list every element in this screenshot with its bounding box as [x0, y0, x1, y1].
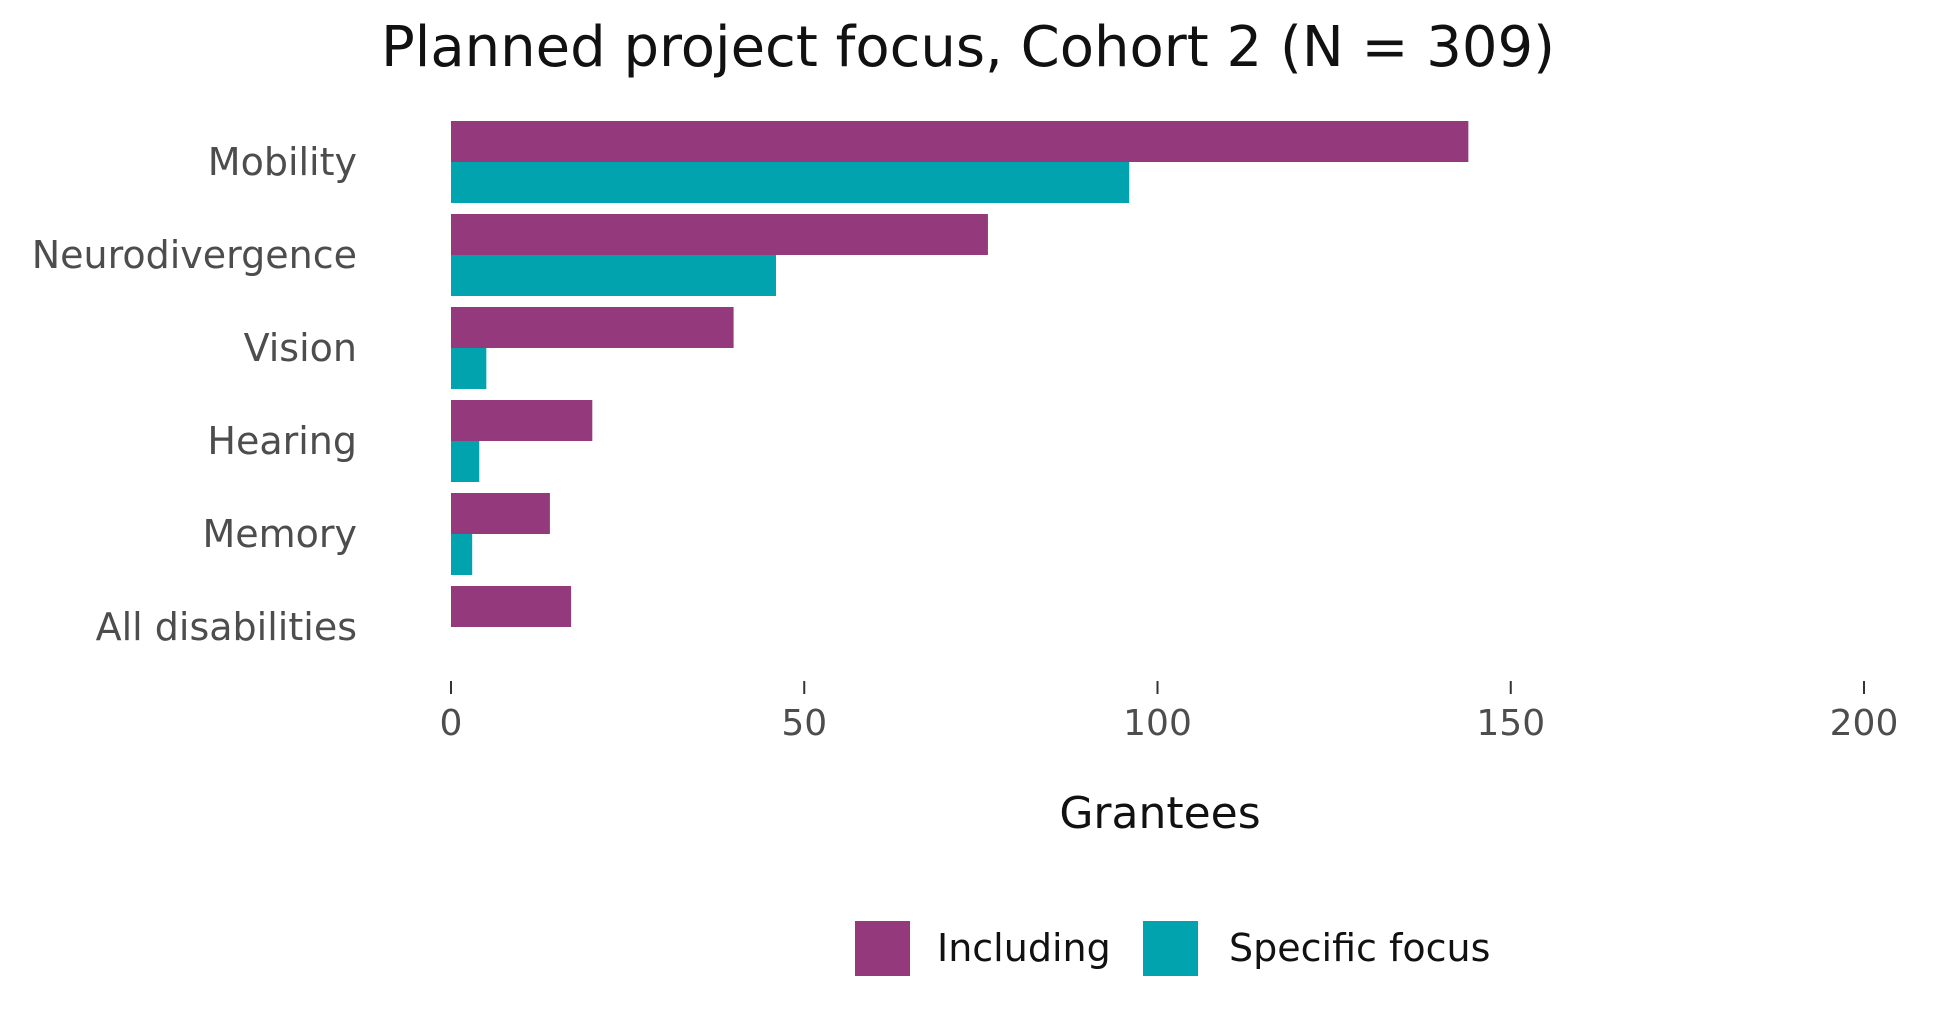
category-label: All disabilities [96, 605, 357, 649]
x-tick-label: 50 [781, 703, 827, 744]
chart-title: Planned project focus, Cohort 2 (N = 309… [381, 15, 1555, 80]
category-label: Mobility [208, 140, 357, 184]
x-tick-label: 0 [440, 703, 463, 744]
bar-including-hearing [451, 400, 593, 441]
legend-label-including: Including [937, 926, 1111, 970]
bar-including-memory [451, 493, 550, 534]
bar-specific-focus-neurodivergence [451, 255, 776, 296]
legend-label-specific-focus: Specific focus [1229, 926, 1490, 970]
legend-swatch-specific-focus [1143, 921, 1198, 976]
category-label: Vision [244, 326, 357, 370]
bar-specific-focus-vision [451, 348, 487, 389]
x-tick-label: 200 [1830, 703, 1899, 744]
bar-including-mobility [451, 121, 1469, 162]
bar-including-vision [451, 307, 734, 348]
bar-specific-focus-mobility [451, 162, 1130, 203]
legend: Including Specific focus [855, 921, 1490, 976]
bar-specific-focus-hearing [451, 441, 480, 482]
x-axis: 0 50 100 150 200 [440, 681, 1899, 744]
bars-group [451, 121, 1469, 627]
x-axis-title: Grantees [1059, 788, 1260, 839]
legend-swatch-including [855, 921, 910, 976]
category-label: Memory [202, 512, 357, 556]
bar-including-all-disabilities [451, 586, 572, 627]
category-label: Neurodivergence [32, 233, 357, 277]
x-tick-label: 150 [1476, 703, 1545, 744]
bar-specific-focus-memory [451, 534, 473, 575]
category-labels: Mobility Neurodivergence Vision Hearing Memo… [32, 140, 357, 649]
category-label: Hearing [207, 419, 357, 463]
bar-including-neurodivergence [451, 214, 988, 255]
x-tick-label: 100 [1123, 703, 1192, 744]
